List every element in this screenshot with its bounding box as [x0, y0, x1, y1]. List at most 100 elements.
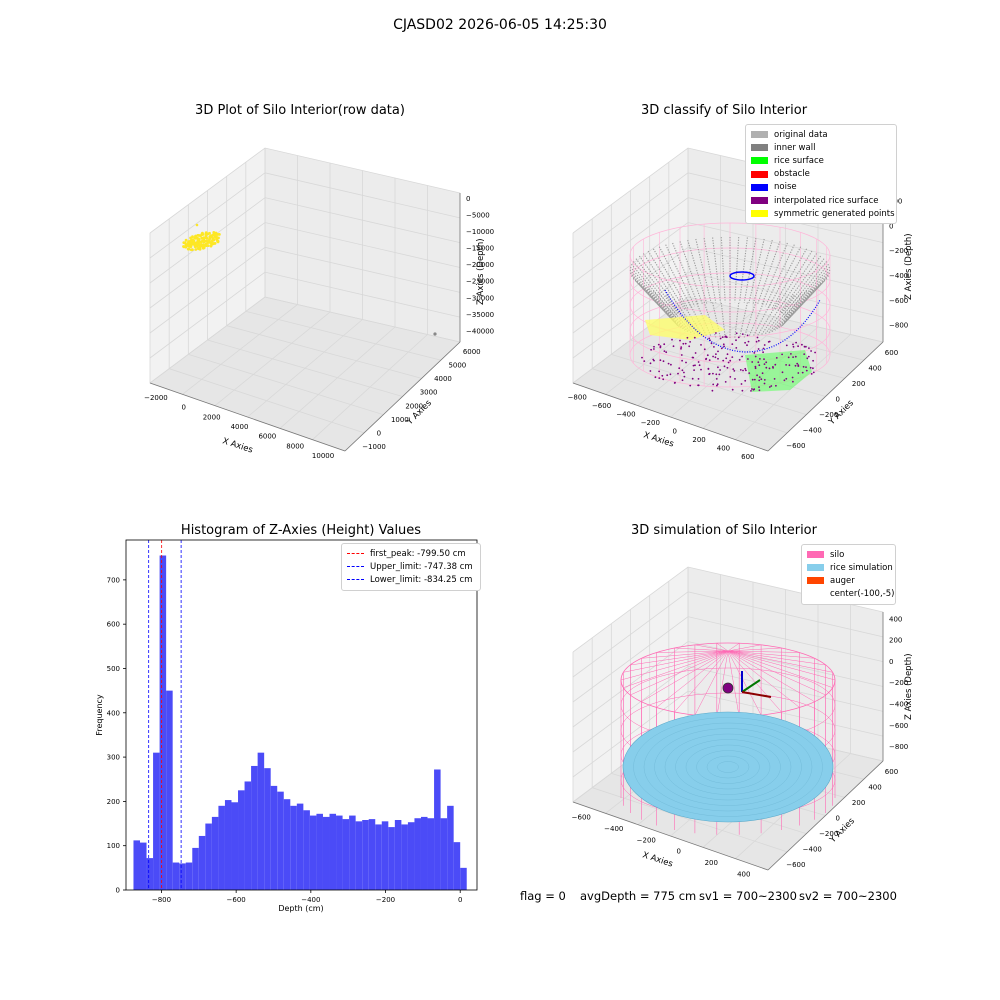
interpolated-point	[682, 342, 685, 345]
histogram-bar	[375, 824, 382, 890]
plot4-xtick: 0	[677, 848, 681, 856]
histogram-bar	[159, 555, 167, 890]
plot1-ytick: 6000	[463, 348, 481, 356]
plot4-ytick: 400	[868, 783, 881, 791]
inner-wall-points	[642, 253, 683, 312]
interpolated-point	[745, 369, 747, 372]
interpolated-point	[725, 357, 728, 360]
inner-wall-points	[629, 272, 676, 322]
histogram-bar	[420, 816, 428, 890]
interpolated-point	[763, 358, 765, 360]
inner-wall-points	[784, 266, 831, 319]
interpolated-point	[729, 359, 732, 362]
raw-data-point	[206, 239, 210, 243]
histogram-bar	[342, 819, 350, 890]
silo-roof-line	[727, 650, 815, 659]
interpolated-point	[663, 350, 666, 352]
interpolated-point	[672, 345, 675, 348]
interpolated-point	[706, 354, 709, 357]
interpolated-point	[653, 345, 655, 348]
plot3-legend-label: first_peak: -799.50 cm	[370, 548, 466, 559]
interpolated-point	[700, 368, 702, 371]
interpolated-point	[758, 364, 761, 367]
inner-wall-points	[703, 238, 717, 303]
plot1-ytick: 5000	[448, 361, 466, 369]
interpolated-point	[758, 389, 761, 392]
inner-wall-points	[757, 298, 781, 336]
plot3-legend-swatch	[347, 579, 364, 581]
plot4-axes: −600−400−2000200400−600−400−200020040060…	[572, 566, 908, 878]
silo-roof-line	[727, 650, 815, 702]
rice-mesh-ring	[706, 755, 750, 779]
interpolated-point	[680, 354, 683, 356]
plot3-frame	[125, 539, 478, 891]
interpolated-point	[760, 378, 763, 381]
interpolated-point	[722, 359, 725, 362]
plot3-title: Histogram of Z-Axies (Height) Values	[180, 523, 422, 538]
interpolated-point	[797, 345, 799, 348]
raw-data-point	[197, 237, 200, 241]
plot2-legend-label: obstacle	[774, 169, 810, 180]
histogram-bar	[192, 847, 199, 890]
interpolated-point	[663, 343, 666, 346]
histogram-bar	[329, 813, 337, 890]
plot2-legend-entry: interpolated rice surface	[751, 194, 891, 207]
inner-wall-points	[771, 248, 808, 309]
raw-data-point	[195, 223, 199, 227]
interpolated-point	[693, 369, 695, 371]
raw-outlier-point	[433, 332, 437, 336]
rice-mesh-ring	[654, 728, 802, 806]
interpolated-point	[762, 351, 764, 354]
histogram-bar	[368, 819, 376, 890]
raw-data-point	[187, 247, 191, 251]
histogram-bar	[290, 805, 297, 890]
histogram-bar	[316, 813, 323, 890]
interpolated-point	[751, 378, 754, 381]
interpolated-point	[649, 370, 652, 372]
rice-mesh-ring	[696, 750, 760, 784]
interpolated-point	[765, 366, 768, 369]
plot2-ztick: 0	[889, 222, 893, 230]
interpolated-point	[727, 361, 730, 364]
raw-data-point	[206, 232, 210, 236]
inner-wall-points	[783, 263, 829, 318]
interpolated-point	[681, 359, 683, 362]
plot2-ytick: −400	[803, 427, 822, 435]
interpolated-point	[791, 376, 794, 379]
plot1-xtick: 0	[182, 404, 186, 412]
interpolated-point	[719, 337, 722, 340]
interpolated-point	[758, 386, 760, 388]
inner-wall-points	[739, 302, 748, 338]
inner-wall-points	[629, 266, 676, 319]
plot4-ytick: −200	[819, 830, 838, 838]
raw-data-point	[195, 244, 198, 248]
inner-wall-points	[652, 248, 689, 309]
plot2-legend: original data inner wall rice surface obsta…	[745, 124, 897, 225]
plot4-ytick: −400	[803, 846, 822, 854]
raw-data-point	[205, 237, 209, 240]
interpolated-point	[677, 372, 679, 375]
interpolated-point	[754, 365, 757, 368]
interpolated-point	[768, 340, 771, 343]
interpolated-point	[812, 367, 814, 370]
plot2-legend-swatch	[751, 144, 768, 152]
interpolated-point	[724, 336, 727, 338]
interpolated-point	[722, 343, 725, 346]
interpolated-point	[796, 362, 799, 365]
interpolated-point	[763, 382, 766, 385]
plot2-ytick: 0	[836, 396, 840, 404]
plot3-ylabel: Frequency	[95, 694, 104, 736]
interpolated-point	[683, 375, 686, 378]
interpolated-point	[716, 383, 719, 386]
plot4-xtick: −600	[572, 814, 591, 822]
interpolated-point	[689, 341, 691, 343]
inner-wall-points	[679, 241, 704, 305]
interpolated-point	[805, 369, 808, 372]
plot2-legend-swatch	[751, 183, 768, 191]
plot2-title: 3D classify of Silo Interior	[640, 103, 808, 118]
interpolated-point	[716, 384, 718, 387]
interpolated-point	[662, 360, 665, 363]
interpolated-point	[698, 364, 701, 367]
plot2-xtick: −600	[592, 402, 611, 410]
interpolated-point	[686, 336, 689, 339]
